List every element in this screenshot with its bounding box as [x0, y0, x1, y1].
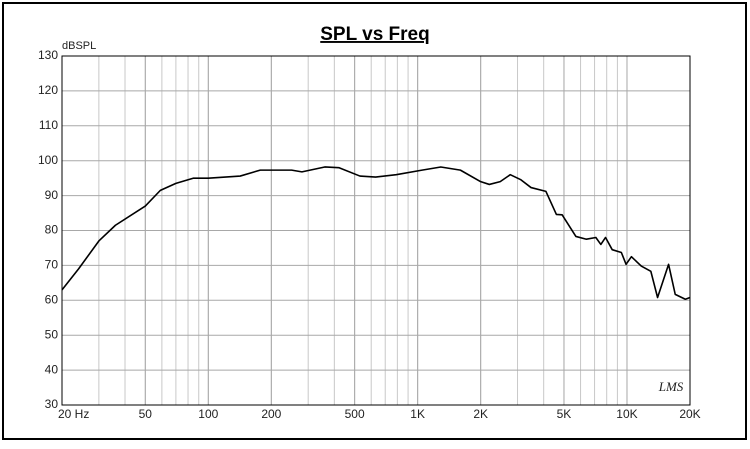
x-tick-label: 2K — [473, 407, 488, 421]
y-tick-label: 50 — [45, 327, 59, 341]
plot-border — [61, 55, 691, 406]
y-tick-label: 100 — [38, 153, 58, 167]
y-tick-label: 90 — [45, 188, 59, 202]
y-tick-label: 30 — [45, 397, 59, 411]
y-tick-label: 60 — [45, 292, 59, 306]
x-tick-label: 5K — [557, 407, 572, 421]
y-tick-label: 80 — [45, 223, 59, 237]
x-tick-label: 100 — [198, 407, 218, 421]
x-tick-label: 50 — [139, 407, 153, 421]
y-tick-label: 130 — [38, 48, 58, 62]
x-tick-label: 20 Hz — [58, 407, 89, 421]
y-tick-label: 110 — [39, 118, 58, 132]
x-tick-label: 500 — [345, 407, 365, 421]
spl-line — [61, 166, 691, 301]
frame — [2, 2, 747, 440]
x-tick-label: 1K — [410, 407, 425, 421]
y-tick-label: 70 — [45, 258, 59, 272]
y-tick-label: 120 — [38, 83, 58, 97]
x-tick-label: 10K — [616, 407, 637, 421]
chart-title: SPL vs Freq — [320, 24, 429, 45]
logo: LMS — [658, 379, 684, 394]
x-tick-label: 20K — [679, 407, 700, 421]
y-tick-label: 40 — [45, 362, 59, 376]
x-tick-label: 200 — [261, 407, 281, 421]
y-axis-label: dBSPL — [62, 40, 96, 52]
